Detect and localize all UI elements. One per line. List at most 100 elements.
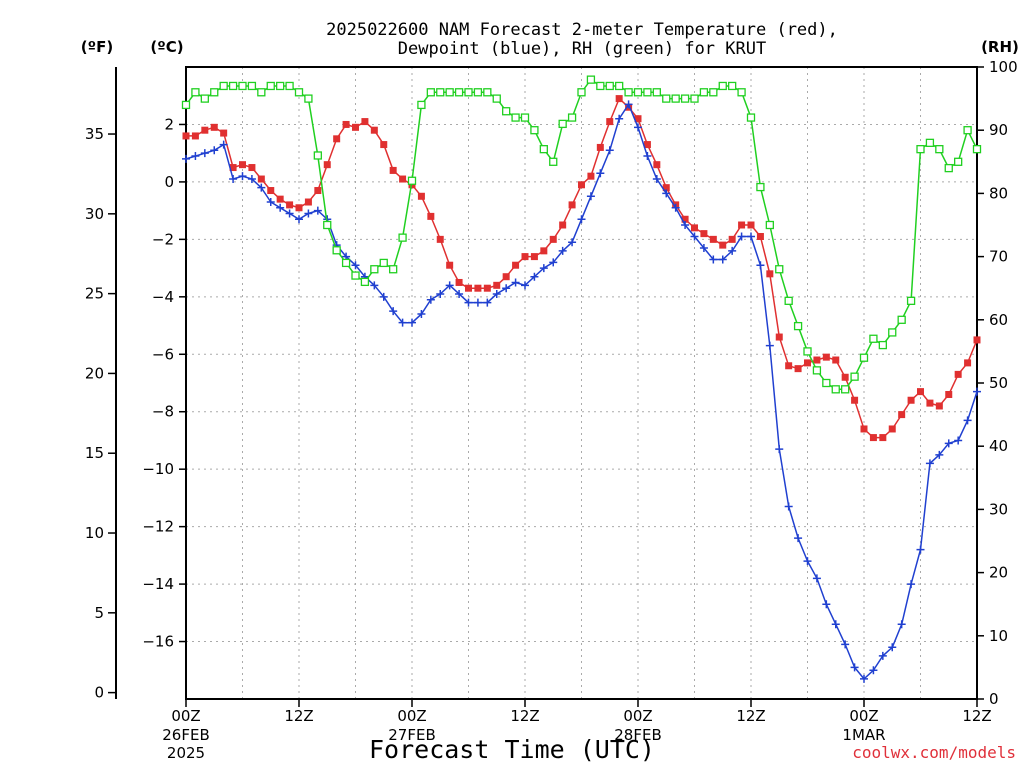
fahrenheit-tick-label: 35	[85, 125, 104, 143]
chart-title-line-1: 2025022600 NAM Forecast 2-meter Temperat…	[326, 20, 838, 40]
celsius-tick-label: −8	[152, 403, 174, 421]
grid-lines	[186, 67, 977, 699]
dewpoint-point	[389, 307, 398, 316]
dewpoint-point	[907, 580, 916, 589]
rh-point	[483, 88, 492, 97]
temperature-point	[634, 115, 642, 123]
temperature-point	[596, 143, 604, 151]
rh-point	[775, 265, 784, 274]
temperature-point	[380, 141, 388, 149]
dewpoint-point	[860, 674, 868, 683]
rh-tick-label: 100	[989, 58, 1018, 76]
rh-point	[341, 258, 351, 268]
temperature-point	[822, 353, 830, 361]
dewpoint-point	[370, 281, 379, 290]
temperature-point	[559, 221, 567, 229]
rh-point	[615, 81, 624, 91]
dewpoint-point	[662, 189, 671, 198]
temperature-point	[813, 356, 821, 364]
temperature-point	[653, 161, 661, 169]
rh-point	[436, 88, 445, 97]
rh-point	[238, 81, 247, 91]
rh-point	[869, 334, 878, 343]
rh-point	[511, 113, 520, 122]
fahrenheit-tick-label: 25	[85, 285, 104, 303]
x-tick-label: 00Z	[171, 707, 200, 725]
fahrenheit-tick-label: 15	[85, 444, 104, 462]
temperature-point	[417, 192, 425, 200]
dewpoint-point	[266, 198, 275, 207]
dewpoint-point	[897, 620, 906, 629]
temperature-point	[549, 235, 557, 243]
dewpoint-point	[295, 215, 303, 224]
dewpoint-point	[596, 169, 605, 178]
dewpoint-point	[191, 152, 200, 161]
x-tick-label: 12Z	[510, 707, 539, 725]
x-date-label: 26FEB	[162, 726, 209, 744]
rh-point	[624, 88, 633, 97]
dewpoint-point	[935, 450, 944, 459]
rh-point	[577, 88, 586, 97]
dewpoint-point	[812, 574, 821, 583]
temperature-point	[832, 356, 840, 364]
temperature-point	[907, 396, 915, 404]
rh-point	[445, 88, 454, 97]
temperature-point	[841, 373, 849, 381]
rh-point	[652, 88, 661, 97]
dewpoint-point	[313, 206, 322, 215]
dewpoint-point	[878, 651, 887, 660]
dewpoint-point	[257, 183, 266, 192]
temperature-point	[493, 281, 501, 289]
dewpoint-point	[652, 175, 661, 184]
rh-point	[756, 182, 765, 192]
temperature-point	[945, 390, 953, 398]
rh-point	[944, 163, 953, 173]
rh-point	[304, 94, 313, 103]
temperature-point	[879, 434, 887, 442]
rh-point	[567, 113, 577, 122]
rh-tick-label: 80	[989, 184, 1008, 202]
x-axis-title: Forecast Time (UTC)	[369, 735, 655, 764]
rh-tick-label: 30	[989, 500, 1008, 518]
dewpoint-point	[586, 192, 595, 201]
temperature-point	[756, 232, 764, 240]
rh-point	[680, 94, 690, 103]
temperature-point	[521, 253, 529, 261]
temperature-point	[436, 235, 444, 243]
rh-point	[181, 100, 191, 110]
rh-point	[586, 75, 596, 84]
dewpoint-point	[445, 281, 454, 290]
temperature-point	[869, 434, 877, 442]
celsius-tick-label: 0	[164, 173, 174, 191]
temperature-point	[954, 370, 962, 378]
dewpoint-point	[549, 258, 558, 267]
temperature-point	[615, 95, 623, 103]
dewpoint-point	[521, 281, 529, 290]
rh-point	[963, 126, 972, 135]
temperature-point	[804, 359, 811, 367]
series-rh	[181, 75, 982, 394]
rh-point	[793, 321, 803, 331]
temperature-point	[578, 181, 585, 189]
temperature-point	[229, 164, 237, 172]
rh-point	[285, 81, 294, 91]
dewpoint-point	[850, 663, 859, 672]
dewpoint-point	[182, 154, 190, 163]
dewpoint-point	[615, 114, 624, 123]
dewpoint-point	[954, 436, 963, 445]
temperature-point	[267, 187, 275, 195]
temperature-point	[917, 388, 924, 396]
rh-point	[671, 94, 680, 103]
temperature-point	[851, 396, 859, 404]
rh-tick-label: 70	[989, 248, 1008, 266]
rh-point	[784, 296, 793, 305]
temperature-point	[304, 198, 312, 206]
temperature-point	[239, 161, 246, 169]
rh-point	[210, 88, 219, 97]
rh-point	[313, 151, 322, 160]
temperature-point	[662, 184, 670, 192]
temperature-point	[775, 333, 783, 341]
dewpoint-point	[784, 502, 793, 511]
temperature-point	[342, 120, 350, 128]
dewpoint-point	[351, 261, 360, 270]
